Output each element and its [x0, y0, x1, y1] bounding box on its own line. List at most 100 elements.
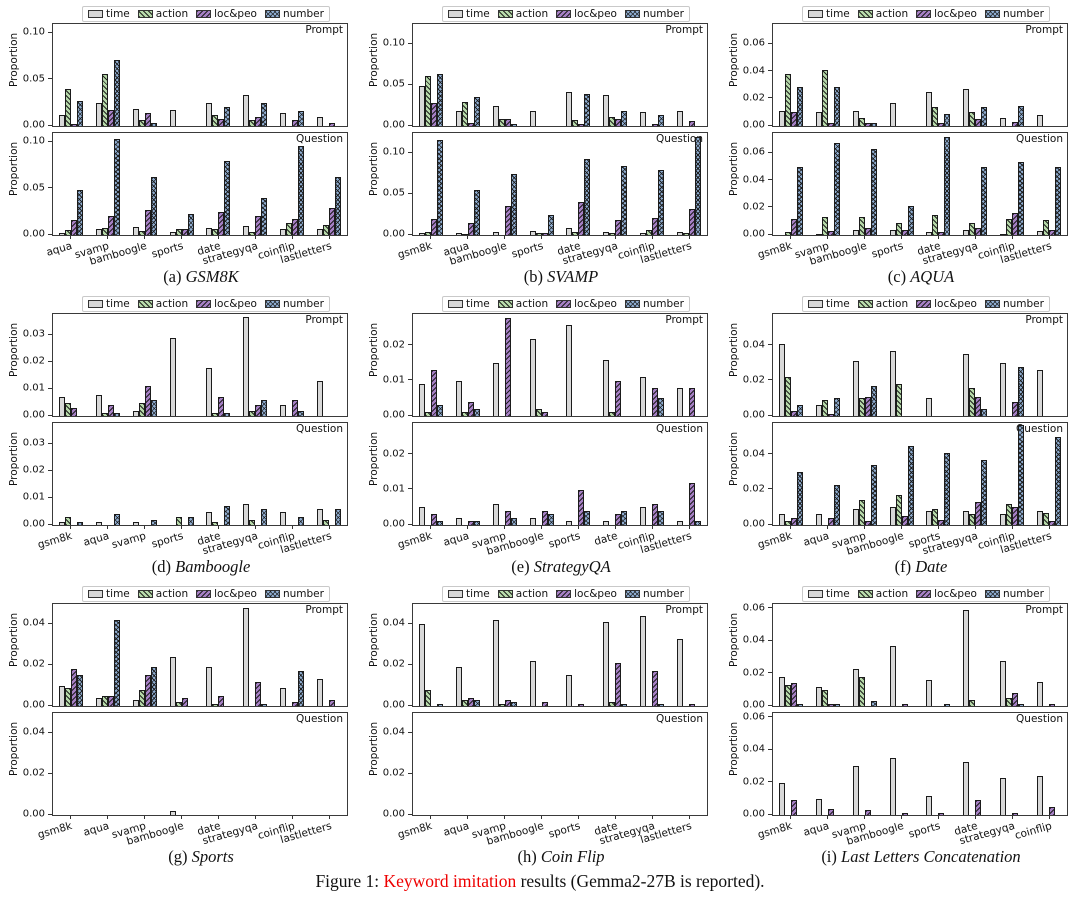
- bar: [864, 396, 871, 416]
- y-tick-label: 0.04: [22, 726, 45, 738]
- x-tick-mark: [541, 816, 542, 819]
- bar-group: [634, 423, 671, 525]
- plot-area-prompt: Prompt: [52, 23, 348, 127]
- panel-prompt: Proportion 0.00 0.01 0.02 0.03 Prompt: [8, 313, 360, 421]
- bar: [529, 517, 536, 525]
- bar: [852, 766, 859, 815]
- bar: [603, 359, 610, 416]
- y-tick-label: 0.02: [22, 464, 45, 476]
- bar: [71, 220, 78, 235]
- y-tick-label: 0.02: [382, 448, 405, 460]
- y-axis: Proportion 0.00 0.02 0.04 0.06: [728, 23, 772, 131]
- bar-group: [274, 24, 311, 126]
- bar: [1048, 806, 1055, 815]
- bar-group: [90, 604, 127, 706]
- bar: [279, 405, 286, 416]
- bar: [785, 521, 792, 525]
- loc&peo-swatch-icon: [916, 10, 932, 18]
- bar: [791, 683, 798, 706]
- bar-group: [810, 133, 847, 235]
- x-tick-mark: [1012, 526, 1013, 529]
- bar-group: [560, 24, 597, 126]
- bar-group: [847, 314, 884, 416]
- x-tick-mark: [107, 236, 108, 239]
- y-tick-mark: [408, 523, 412, 525]
- panel-question: Proportion 0.00 0.01 0.02 Question: [368, 422, 720, 530]
- bar: [938, 813, 945, 815]
- bar-group: [53, 133, 90, 235]
- x-tick-mark: [652, 236, 653, 239]
- bar: [944, 113, 951, 126]
- action-swatch-icon: [137, 590, 153, 598]
- bar-group: [523, 423, 560, 525]
- x-tick-mark: [578, 816, 579, 819]
- x-tick-mark: [504, 236, 505, 239]
- bar: [1011, 693, 1018, 706]
- x-tick-mark: [975, 236, 976, 239]
- y-tick-label: 0.02: [742, 92, 765, 104]
- bar: [828, 517, 835, 525]
- bar: [816, 112, 823, 126]
- y-tick-mark: [408, 42, 412, 44]
- subplot-caption: (a) GSM8K: [42, 267, 360, 287]
- y-tick-mark: [768, 379, 772, 381]
- y-tick-mark: [408, 379, 412, 381]
- panel-prompt: Proportion 0.00 0.05 0.10 Prompt: [368, 23, 720, 131]
- legend-box: time action loc&peo number: [82, 586, 330, 602]
- bar: [108, 110, 115, 126]
- y-tick-label: 0.00: [382, 409, 405, 421]
- bar-group: [237, 713, 274, 815]
- legend-box: time action loc&peo number: [82, 6, 330, 22]
- legend-label: time: [466, 8, 490, 20]
- time-swatch-icon: [88, 590, 104, 598]
- bar: [797, 86, 804, 126]
- y-tick-label: 0.01: [22, 491, 45, 503]
- bar: [566, 324, 573, 416]
- bar: [1017, 366, 1024, 416]
- bar-group: [810, 713, 847, 815]
- y-axis: Proportion 0.00 0.01 0.02 0.03: [8, 313, 52, 421]
- y-axis-label: Proportion: [8, 32, 20, 87]
- bar: [858, 676, 865, 706]
- bar: [822, 400, 829, 416]
- panel-prompt: Proportion 0.00 0.05 0.10 Prompt: [8, 23, 360, 131]
- plot-area-prompt: Prompt: [772, 313, 1068, 417]
- bar-group: [274, 604, 311, 706]
- subplot-title: AQUA: [910, 267, 955, 286]
- y-tick-label: 0.00: [382, 518, 405, 530]
- bar: [437, 139, 444, 235]
- x-axis-labels: gsm8k aqua svamp bamboogle sports date strateg…: [397, 816, 708, 848]
- y-tick-label: 0.00: [742, 808, 765, 820]
- y-tick-label: 0.06: [742, 146, 765, 158]
- legend-item-time: time: [88, 8, 130, 20]
- bar: [255, 216, 262, 235]
- y-tick-label: 0.05: [22, 182, 45, 194]
- bar: [889, 350, 896, 416]
- bar: [316, 508, 323, 525]
- x-tick-mark: [504, 526, 505, 529]
- bar: [541, 701, 548, 706]
- legend-item-action: action: [497, 588, 548, 600]
- bar-group: [847, 713, 884, 815]
- bar: [212, 229, 219, 235]
- y-tick-mark: [48, 622, 52, 624]
- y-tick-label: 0.04: [742, 448, 765, 460]
- legend-item-number: number: [264, 8, 324, 20]
- time-swatch-icon: [808, 300, 824, 308]
- bar: [132, 109, 139, 126]
- legend-item-loc&peo: loc&peo: [196, 588, 257, 600]
- bar: [535, 408, 542, 416]
- bar: [938, 519, 945, 525]
- bar: [96, 697, 103, 706]
- y-tick-label: 0.00: [22, 699, 45, 711]
- y-tick-mark: [768, 639, 772, 641]
- y-tick-mark: [48, 187, 52, 189]
- x-tick-mark: [864, 526, 865, 529]
- bar: [456, 667, 463, 706]
- y-tick-mark: [48, 140, 52, 142]
- bar: [603, 231, 610, 235]
- subplot-label: (c): [887, 267, 911, 286]
- subplot-d: time action loc&peo number Proportion 0.00 0.0…: [8, 296, 360, 577]
- bar: [492, 106, 499, 126]
- bar: [981, 167, 988, 235]
